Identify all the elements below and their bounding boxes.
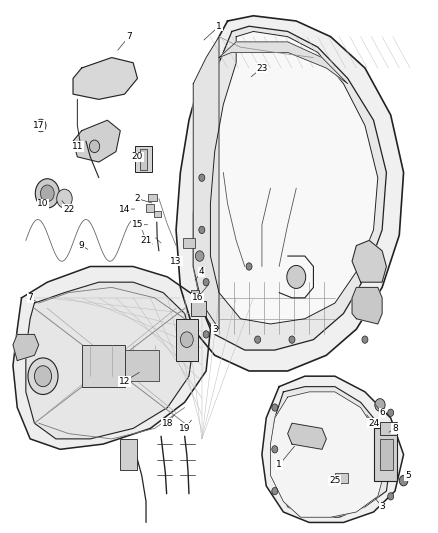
Text: 11: 11 [71, 142, 83, 151]
Circle shape [272, 404, 278, 411]
Text: 3: 3 [379, 502, 385, 511]
Text: 22: 22 [63, 205, 74, 214]
Text: 10: 10 [37, 199, 49, 208]
Circle shape [289, 336, 295, 343]
Polygon shape [262, 376, 403, 522]
Text: 19: 19 [179, 424, 191, 433]
Polygon shape [352, 240, 386, 282]
Text: 2: 2 [134, 194, 140, 203]
Bar [140, 149, 147, 170]
Bar [335, 473, 348, 483]
Circle shape [35, 366, 52, 386]
Circle shape [203, 331, 209, 338]
Bar [124, 350, 159, 382]
Circle shape [35, 179, 59, 208]
Bar [148, 194, 157, 201]
Polygon shape [193, 26, 386, 350]
Text: 23: 23 [256, 63, 268, 72]
Text: 3: 3 [212, 325, 218, 334]
Bar [176, 319, 198, 360]
Polygon shape [271, 386, 391, 517]
Circle shape [199, 227, 205, 233]
Bar [380, 422, 397, 435]
Circle shape [375, 399, 385, 411]
Circle shape [362, 336, 368, 343]
Circle shape [388, 409, 394, 416]
Text: 20: 20 [132, 152, 143, 161]
Circle shape [195, 251, 204, 261]
Text: 21: 21 [140, 236, 152, 245]
Polygon shape [176, 16, 403, 371]
Bar [146, 204, 154, 212]
Polygon shape [219, 42, 348, 84]
Circle shape [272, 446, 278, 453]
Text: 7: 7 [27, 293, 33, 302]
Polygon shape [288, 423, 326, 449]
Polygon shape [352, 287, 382, 324]
Polygon shape [73, 120, 120, 162]
Bar [374, 429, 397, 481]
Bar [191, 290, 199, 301]
Circle shape [89, 140, 100, 152]
Circle shape [180, 332, 193, 348]
Circle shape [28, 358, 58, 394]
Polygon shape [210, 31, 378, 324]
Polygon shape [193, 37, 219, 329]
Text: 1: 1 [216, 22, 222, 31]
Circle shape [203, 279, 209, 286]
Bar [380, 439, 393, 470]
Polygon shape [13, 334, 39, 360]
Text: 5: 5 [405, 471, 411, 480]
Circle shape [388, 492, 394, 500]
Circle shape [246, 263, 252, 270]
Bar [120, 439, 138, 470]
Text: 15: 15 [132, 220, 143, 229]
Bar [154, 211, 161, 217]
Polygon shape [13, 266, 210, 449]
Text: 8: 8 [392, 424, 398, 433]
Text: 9: 9 [79, 241, 85, 250]
Circle shape [57, 189, 72, 208]
Text: 4: 4 [199, 267, 205, 276]
Bar [135, 147, 152, 173]
Text: 6: 6 [379, 408, 385, 417]
Circle shape [399, 475, 408, 486]
Text: 17: 17 [33, 121, 45, 130]
Polygon shape [26, 282, 193, 439]
Text: 16: 16 [192, 293, 203, 302]
Bar [183, 238, 195, 248]
Text: 25: 25 [329, 476, 341, 485]
Circle shape [199, 174, 205, 181]
Polygon shape [73, 58, 138, 99]
Circle shape [287, 265, 306, 288]
Circle shape [254, 336, 261, 343]
Text: 14: 14 [119, 205, 130, 214]
Text: 18: 18 [162, 419, 173, 427]
Circle shape [40, 185, 54, 201]
Circle shape [272, 488, 278, 495]
Text: 24: 24 [368, 419, 379, 427]
Text: 13: 13 [170, 257, 182, 266]
Bar [191, 302, 206, 316]
Text: 7: 7 [126, 32, 132, 41]
Bar [81, 345, 124, 386]
Circle shape [36, 119, 46, 132]
Text: 12: 12 [119, 377, 130, 386]
Polygon shape [271, 392, 386, 517]
Text: 1: 1 [276, 461, 282, 470]
